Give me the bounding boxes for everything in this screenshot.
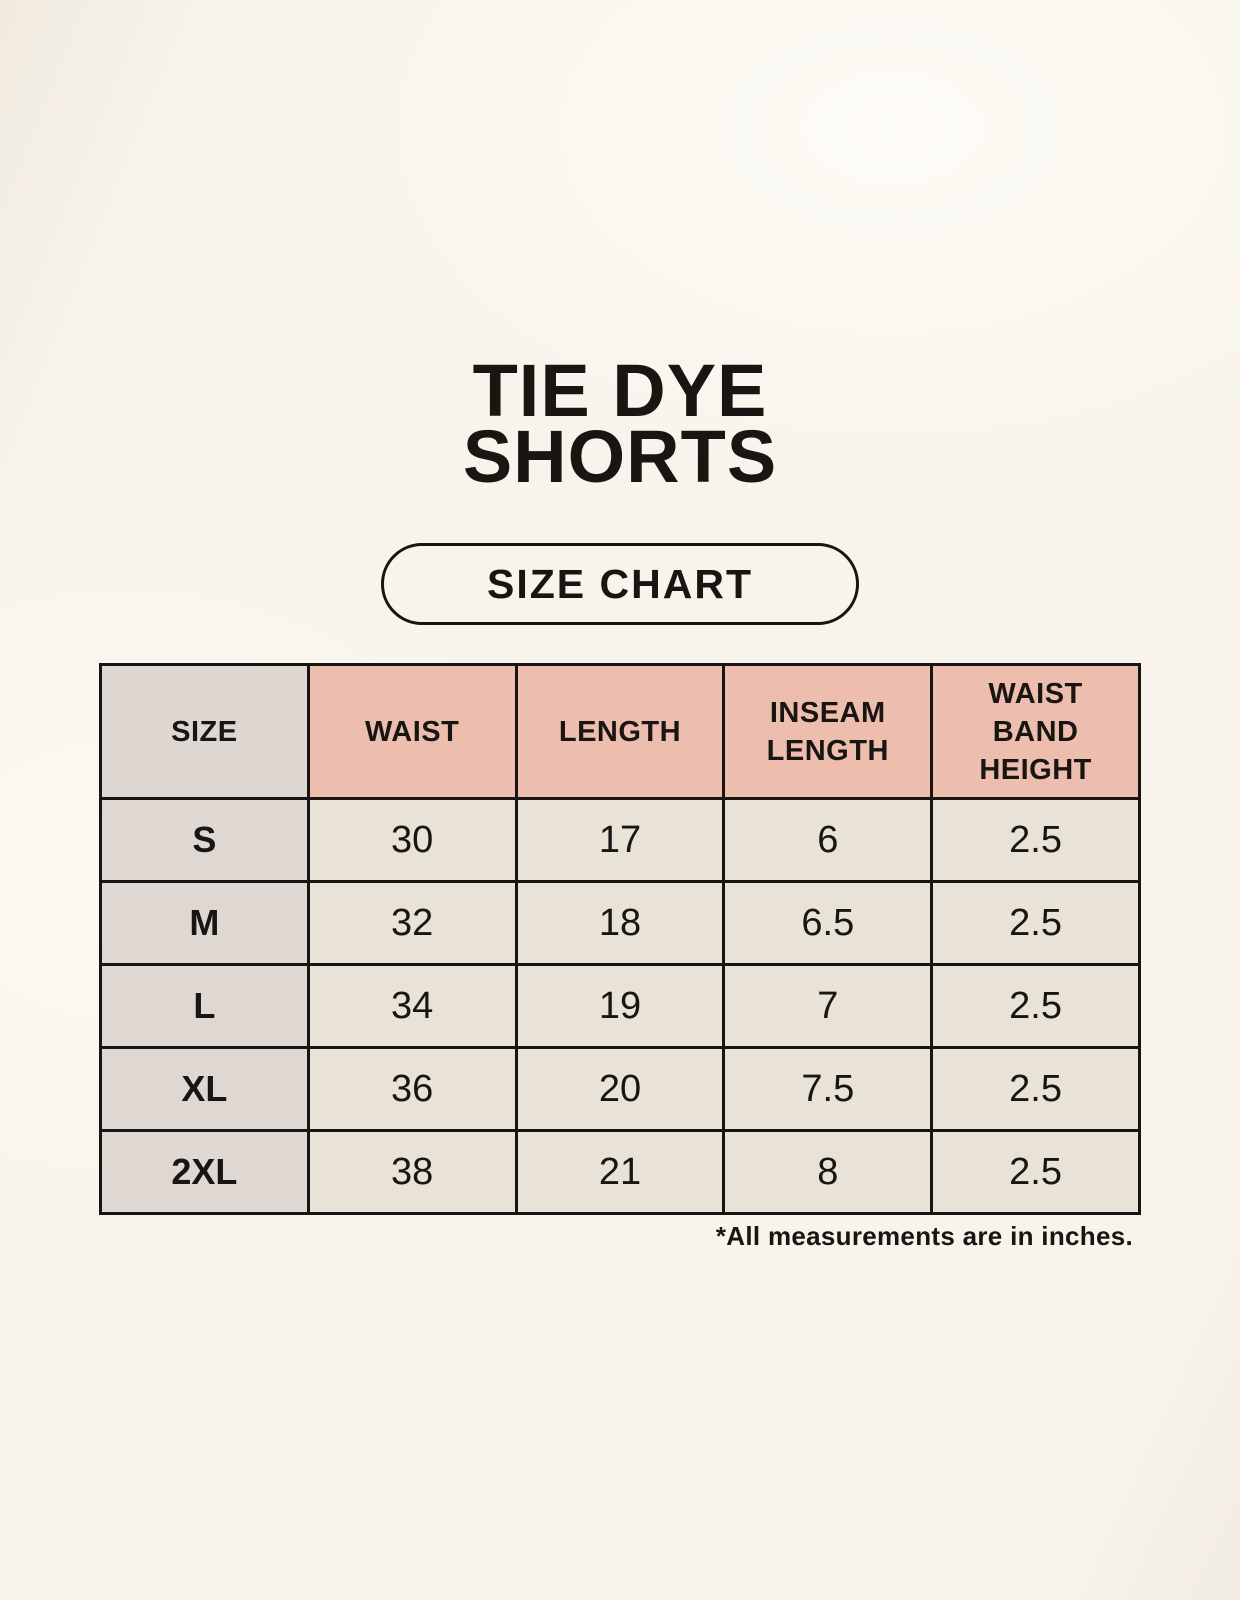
table-row-m: M 32 18 6.5 2.5 <box>99 880 1141 966</box>
value-cell: 18 <box>514 880 726 966</box>
size-cell: XL <box>99 1046 310 1132</box>
value-cell: 34 <box>306 963 518 1049</box>
value-cell: 6 <box>722 797 934 883</box>
size-chart-badge-label: SIZE CHART <box>487 560 753 607</box>
header-cell-inseam-length: INSEAM LENGTH <box>722 663 934 800</box>
header-label-waist: WAIST <box>365 715 460 748</box>
header-label-size: SIZE <box>171 715 238 748</box>
header-cell-length: LENGTH <box>514 663 726 800</box>
value-cell: 7 <box>722 963 934 1049</box>
value-cell: 17 <box>514 797 726 883</box>
value-cell: 38 <box>306 1129 518 1215</box>
size-cell: L <box>99 963 310 1049</box>
table-row-2xl: 2XL 38 21 8 2.5 <box>99 1129 1141 1215</box>
size-chart-table: SIZE WAIST LENGTH INSEAM LENGTH WAIST BA… <box>99 663 1141 1215</box>
header-label-waist-band-height: WAIST BAND HEIGHT <box>979 677 1092 786</box>
value-cell: 20 <box>514 1046 726 1132</box>
value-cell: 21 <box>514 1129 726 1215</box>
table-row-l: L 34 19 7 2.5 <box>99 963 1141 1049</box>
value-cell: 2.5 <box>930 797 1141 883</box>
size-chart-table-container: SIZE WAIST LENGTH INSEAM LENGTH WAIST BA… <box>99 663 1141 1215</box>
size-cell: M <box>99 880 310 966</box>
header-cell-size: SIZE <box>99 663 310 800</box>
value-cell: 30 <box>306 797 518 883</box>
value-cell: 2.5 <box>930 1129 1141 1215</box>
size-cell: S <box>99 797 310 883</box>
header-label-length: LENGTH <box>558 715 682 748</box>
value-cell: 2.5 <box>930 880 1141 966</box>
value-cell: 8 <box>722 1129 934 1215</box>
header-cell-waist: WAIST <box>306 663 518 800</box>
measurements-footnote: *All measurements are in inches. <box>715 1221 1133 1251</box>
product-title-line-2: SHORTS <box>462 415 778 498</box>
size-chart-badge: SIZE CHART <box>381 543 859 625</box>
size-cell: 2XL <box>99 1129 310 1215</box>
table-row-s: S 30 17 6 2.5 <box>99 797 1141 883</box>
value-cell: 19 <box>514 963 726 1049</box>
product-title-line-1: TIE DYE <box>472 349 768 432</box>
table-row-xl: XL 36 20 7.5 2.5 <box>99 1046 1141 1132</box>
value-cell: 32 <box>306 880 518 966</box>
value-cell: 7.5 <box>722 1046 934 1132</box>
value-cell: 2.5 <box>930 1046 1141 1132</box>
product-title: TIE DYE SHORTS <box>0 349 1240 498</box>
table-header-row: SIZE WAIST LENGTH INSEAM LENGTH WAIST BA… <box>99 663 1141 800</box>
header-cell-waist-band-height: WAIST BAND HEIGHT <box>930 663 1141 800</box>
header-label-inseam-length: INSEAM LENGTH <box>766 696 889 767</box>
value-cell: 6.5 <box>722 880 934 966</box>
value-cell: 2.5 <box>930 963 1141 1049</box>
value-cell: 36 <box>306 1046 518 1132</box>
